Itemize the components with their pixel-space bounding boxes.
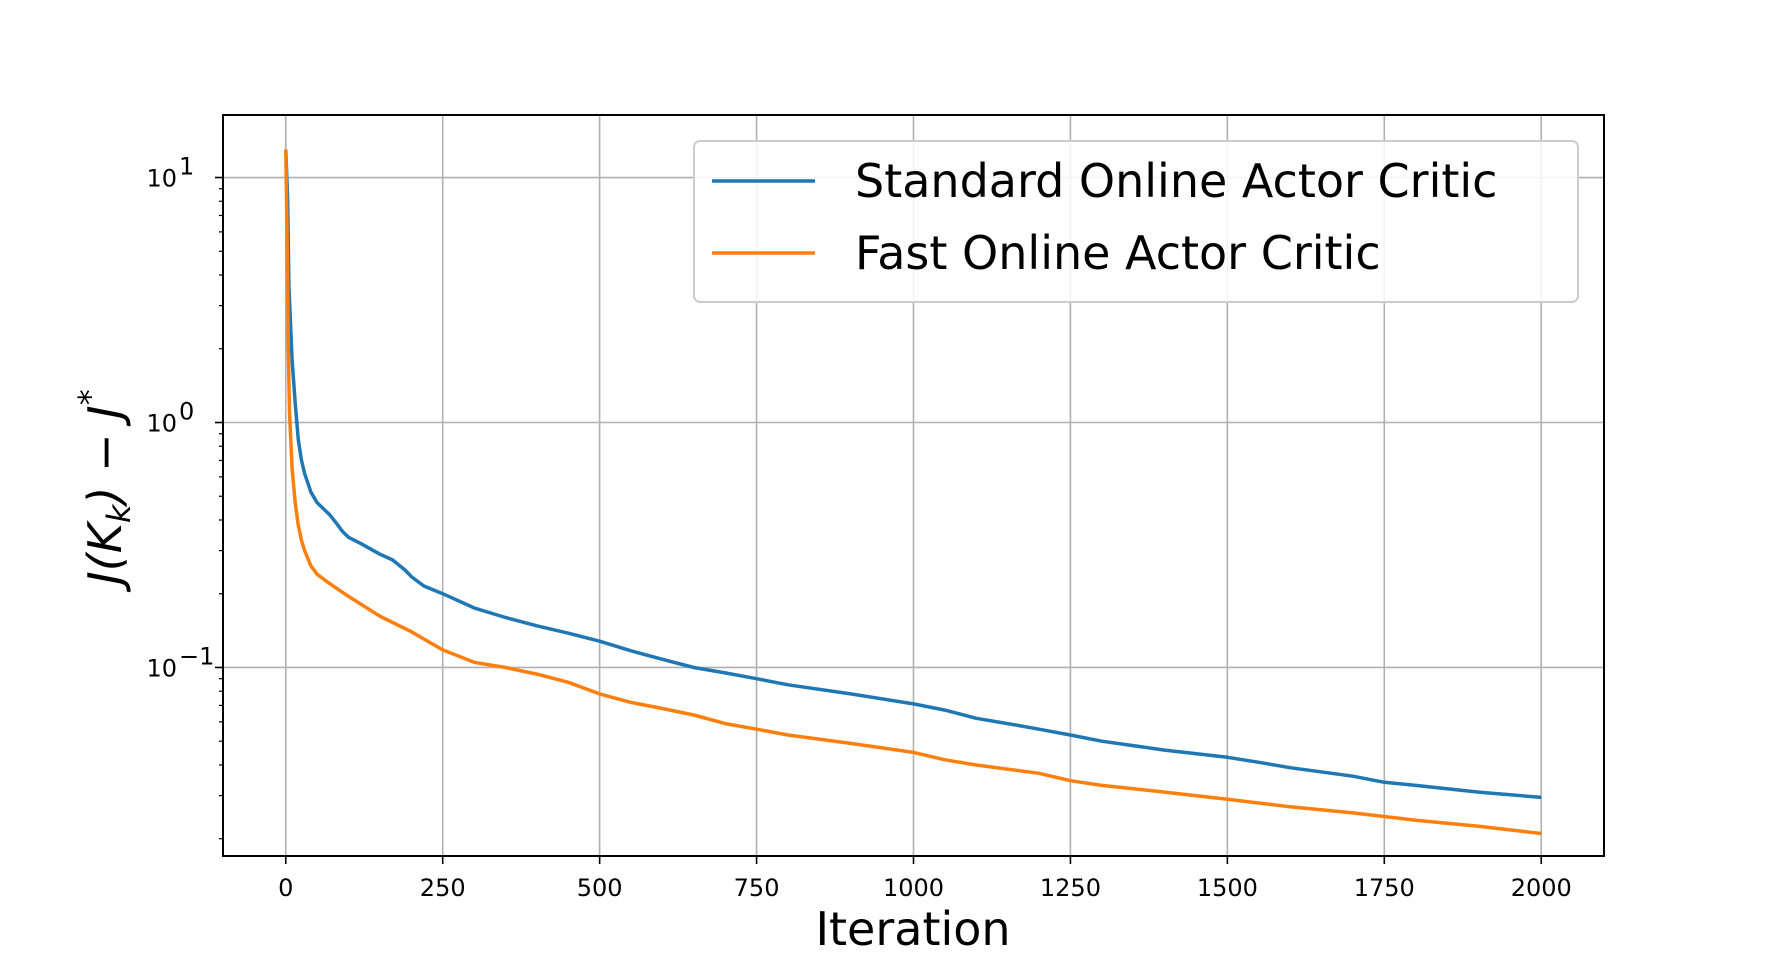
y-label-subscript: k	[100, 503, 138, 523]
series-line-standard	[284, 149, 1542, 800]
y-tick-label: 10	[146, 165, 177, 193]
legend-label-fast: Fast Online Actor Critic	[855, 226, 1381, 280]
legend: Standard Online Actor Critic Fast Online…	[693, 140, 1579, 303]
x-tick-label: 0	[278, 874, 293, 902]
y-label-rest: ) − J	[78, 405, 132, 507]
x-tick-label: 1000	[883, 874, 944, 902]
x-axis-label: Iteration	[815, 902, 1010, 956]
x-tick-label: 750	[734, 874, 780, 902]
y-tick-label: 10	[146, 410, 177, 438]
x-tick-label: 500	[577, 874, 623, 902]
legend-label-standard: Standard Online Actor Critic	[855, 154, 1497, 208]
x-tick-label: 1750	[1354, 874, 1415, 902]
y-tick-label: 10	[146, 654, 177, 682]
x-tick-label: 250	[420, 874, 466, 902]
legend-box	[693, 140, 1579, 303]
x-tick-label: 2000	[1511, 874, 1572, 902]
y-label-main: J(K	[78, 519, 132, 593]
x-tick-label: 1250	[1040, 874, 1101, 902]
x-axis: 0 250 500 750 1000 1250 1500 1750 2000	[278, 856, 1572, 902]
y-tick-exponent: −1	[179, 642, 214, 670]
x-tick-label: 1500	[1197, 874, 1258, 902]
series-line-fast	[284, 149, 1542, 836]
y-tick-exponent: 1	[179, 153, 194, 181]
y-tick-exponent: 0	[179, 398, 194, 426]
plot-series	[284, 149, 1542, 836]
y-label-superscript: *	[71, 389, 109, 405]
y-axis-label: J(Kk) − J*	[71, 389, 138, 593]
